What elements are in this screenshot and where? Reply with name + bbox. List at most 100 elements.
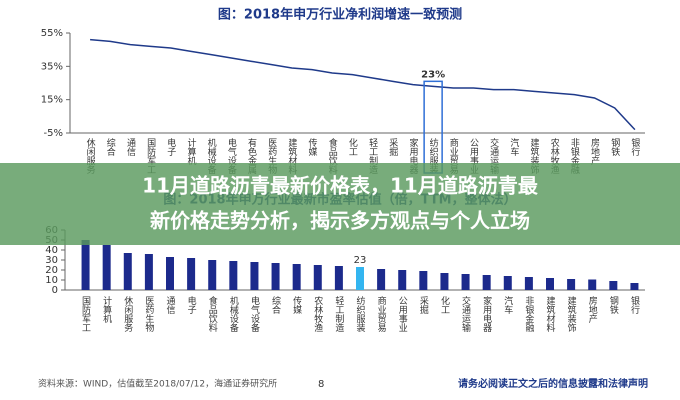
banner-line: 11月道路沥青最新价格表，11月道路沥青最 xyxy=(142,174,539,198)
y-tick-label: 20 xyxy=(45,265,58,276)
x-tick-label: 钢铁 xyxy=(608,295,619,315)
banner-line: 新价格走势分析，揭示多方观点与个人立场 xyxy=(150,209,530,233)
bar xyxy=(630,283,639,290)
bar xyxy=(419,271,428,290)
x-tick-label: 交通运输 xyxy=(488,137,499,175)
x-tick-label: 综合 xyxy=(105,137,116,157)
x-tick-label: 休闲服务 xyxy=(85,137,96,175)
x-tick-label: 家用电器 xyxy=(481,295,492,332)
x-tick-label: 房地产 xyxy=(587,295,598,324)
x-tick-label: 汽车 xyxy=(508,137,519,157)
x-tick-label: 医药生物 xyxy=(143,296,154,333)
bar xyxy=(250,262,259,290)
x-tick-label: 化工 xyxy=(439,295,450,314)
y-tick-label: 30 xyxy=(45,255,58,266)
bar xyxy=(334,266,343,290)
y-tick-label: -5% xyxy=(44,128,63,139)
x-tick-label: 建筑材料 xyxy=(286,137,297,175)
x-tick-label: 采掘 xyxy=(387,138,398,157)
x-tick-label: 国防军工 xyxy=(145,138,156,174)
x-tick-label: 电气设备 xyxy=(226,137,237,174)
bar xyxy=(102,245,111,290)
bar xyxy=(377,269,386,290)
bar xyxy=(503,276,512,290)
x-tick-label: 建筑材料 xyxy=(545,295,556,333)
x-tick-label: 农林牧渔 xyxy=(549,137,560,174)
x-tick-label: 电子 xyxy=(186,295,197,314)
x-tick-label: 通信 xyxy=(165,296,176,315)
banner-bg xyxy=(0,163,680,245)
x-tick-label: 非银金融 xyxy=(523,295,534,333)
x-tick-label: 建筑装饰 xyxy=(529,137,540,175)
x-tick-label: 化工 xyxy=(347,137,358,156)
x-tick-label: 医药生物 xyxy=(266,138,277,175)
x-tick-label: 公用事业 xyxy=(468,138,479,174)
bar xyxy=(461,274,470,290)
bar xyxy=(292,264,301,290)
x-tick-label: 采掘 xyxy=(418,296,429,315)
x-tick-label: 电气设备 xyxy=(249,295,260,332)
bar xyxy=(208,260,217,290)
y-tick-label: 15% xyxy=(41,95,63,106)
bar xyxy=(229,261,238,290)
x-tick-label: 钢铁 xyxy=(609,137,620,157)
x-tick-label: 家用电器 xyxy=(407,137,418,174)
x-tick-label: 纺织服装 xyxy=(428,137,439,175)
bar xyxy=(440,273,449,290)
x-tick-label: 传媒 xyxy=(307,137,318,157)
x-tick-label: 商业贸易 xyxy=(448,137,459,175)
x-tick-label: 交通运输 xyxy=(460,295,471,333)
y-tick-label: 10 xyxy=(45,275,58,286)
disclaimer: 请务必阅读正文之后的信息披露和法律声明 xyxy=(458,377,648,390)
y-tick-label: 35% xyxy=(41,61,63,72)
annotation: 23% xyxy=(421,69,445,80)
line xyxy=(90,38,636,131)
bar xyxy=(271,263,280,290)
bar xyxy=(356,267,364,290)
x-tick-label: 通信 xyxy=(125,138,136,157)
x-tick-label: 有色金属 xyxy=(246,137,257,175)
data-label: 23 xyxy=(354,255,367,266)
bar xyxy=(609,281,618,290)
x-tick-label: 机械设备 xyxy=(228,295,239,332)
x-tick-label: 纺织服装 xyxy=(355,295,366,333)
y-tick-label: 0 xyxy=(52,285,58,296)
x-tick-label: 轻工制造 xyxy=(367,137,378,175)
x-tick-label: 计算机 xyxy=(185,137,196,166)
source: 资料来源：WIND，估值截至2018/07/12，海通证券研究所 xyxy=(38,378,277,390)
x-tick-label: 电子 xyxy=(165,137,176,156)
x-tick-label: 国防军工 xyxy=(80,296,91,332)
chart-title: 图：2018年申万行业净利润增速一致预测 xyxy=(218,7,462,23)
x-tick-label: 综合 xyxy=(270,295,281,315)
bar xyxy=(166,257,174,290)
x-tick-label: 建筑装饰 xyxy=(566,295,577,333)
y-tick-label: 40 xyxy=(45,245,58,256)
bar xyxy=(588,279,597,290)
page-number: 8 xyxy=(318,379,324,390)
x-tick-label: 银行 xyxy=(629,295,640,315)
bar xyxy=(313,265,322,290)
y-tick-label: 55% xyxy=(41,28,63,39)
x-tick-label: 轻工制造 xyxy=(333,295,344,333)
bar xyxy=(546,278,554,290)
x-tick-label: 非银金融 xyxy=(569,137,580,175)
x-tick-label: 银行 xyxy=(629,137,640,157)
bar xyxy=(567,279,576,290)
x-tick-label: 食品饮料 xyxy=(207,295,218,333)
x-tick-label: 食品饮料 xyxy=(327,137,338,175)
bar xyxy=(398,270,407,290)
x-tick-label: 商业贸易 xyxy=(376,295,387,333)
x-tick-label: 房地产 xyxy=(589,137,600,166)
x-tick-label: 农林牧渔 xyxy=(312,295,323,332)
bar xyxy=(81,240,90,290)
x-tick-label: 公用事业 xyxy=(397,296,408,332)
bar xyxy=(144,254,153,290)
bar xyxy=(482,275,491,290)
x-tick-label: 休闲服务 xyxy=(122,295,132,333)
bar xyxy=(123,253,132,290)
x-tick-label: 汽车 xyxy=(502,295,513,315)
x-tick-label: 计算机 xyxy=(101,295,112,324)
x-tick-label: 机械设备 xyxy=(206,137,217,174)
x-tick-label: 传媒 xyxy=(291,295,302,315)
